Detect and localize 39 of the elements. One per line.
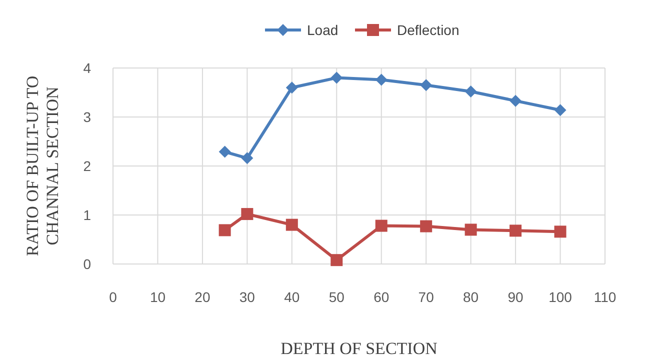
- point: [241, 152, 254, 164]
- x-tick-label: 60: [374, 289, 390, 305]
- point: [330, 72, 343, 84]
- y-tick-label: 4: [83, 60, 92, 76]
- point: [330, 254, 343, 266]
- y-tick-label: 1: [83, 207, 92, 223]
- x-tick-label: 90: [508, 289, 524, 305]
- point: [375, 220, 388, 232]
- point: [420, 79, 432, 92]
- point: [554, 226, 566, 238]
- legend-label: Load: [307, 22, 338, 38]
- point: [510, 224, 522, 237]
- point: [286, 82, 298, 94]
- point: [218, 146, 231, 158]
- x-axis-title: DEPTH OF SECTION: [280, 339, 438, 358]
- point: [420, 220, 432, 232]
- point: [241, 208, 254, 220]
- point: [554, 104, 566, 116]
- y-tick-label: 2: [83, 158, 92, 174]
- y-axis-title: RATIO OF BUILT-UP TO CHANNAL SECTION: [23, 76, 62, 256]
- point: [510, 94, 522, 107]
- x-tick-label: 40: [284, 289, 300, 305]
- x-tick-label: 50: [328, 289, 345, 305]
- x-tick-label: 0: [109, 289, 118, 305]
- point: [375, 74, 388, 86]
- point: [464, 224, 477, 236]
- x-tick-label: 20: [194, 289, 210, 305]
- x-tick-label: 70: [418, 289, 434, 305]
- point: [218, 224, 231, 236]
- x-tick-label: 100: [548, 289, 572, 305]
- legend-label: Deflection: [397, 22, 460, 38]
- x-tick-label: 80: [463, 289, 479, 305]
- y-tick-label: 3: [83, 109, 92, 125]
- y-tick-label: 0: [83, 256, 92, 272]
- x-tick-label: 30: [239, 289, 256, 305]
- point: [464, 86, 477, 98]
- point: [286, 218, 298, 231]
- x-tick-label: 10: [150, 289, 166, 305]
- x-tick-label: 110: [594, 289, 616, 305]
